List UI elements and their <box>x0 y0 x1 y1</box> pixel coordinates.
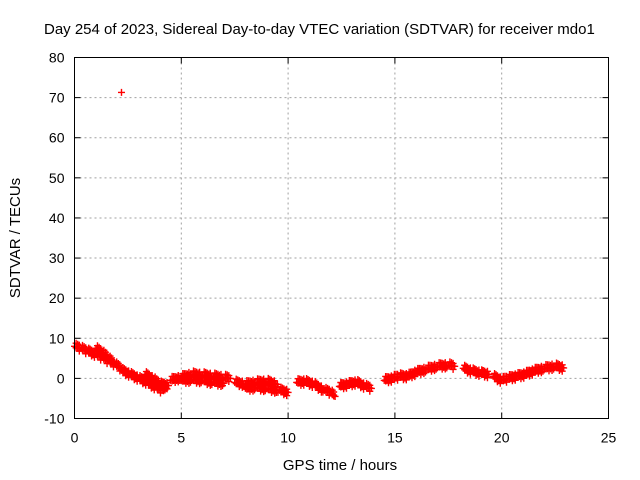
data-point <box>367 384 375 392</box>
data-point <box>366 381 374 389</box>
data-point <box>74 340 82 348</box>
data-point <box>317 382 325 390</box>
x-tick-label: 25 <box>601 430 617 446</box>
chart-title: Day 254 of 2023, Sidereal Day-to-day VTE… <box>44 21 595 38</box>
data-point <box>108 354 116 362</box>
data-point <box>185 379 193 387</box>
data-point <box>283 392 291 400</box>
data-point <box>420 370 428 378</box>
data-point <box>97 345 105 353</box>
x-tick-label: 5 <box>177 430 185 446</box>
data-point <box>449 365 457 373</box>
y-tick-label: 60 <box>49 130 65 146</box>
x-axis-label: GPS time / hours <box>283 457 397 474</box>
data-point <box>80 343 88 351</box>
ticks-layer: -10 0 10 20 30 40 50 60 70 80 0 5 10 15 20 25 <box>44 50 616 446</box>
data-point <box>558 361 566 369</box>
data-points <box>71 88 568 400</box>
data-point <box>260 388 268 396</box>
data-point <box>330 388 338 396</box>
y-tick-label: 0 <box>57 370 65 386</box>
data-point <box>331 392 339 400</box>
data-point <box>95 343 103 351</box>
x-tick-label: 20 <box>494 430 510 446</box>
data-point <box>483 374 491 382</box>
data-point <box>164 382 172 390</box>
y-tick-label: 30 <box>49 250 65 266</box>
data-point <box>560 364 568 372</box>
data-point <box>411 373 419 381</box>
data-point <box>558 367 566 375</box>
y-tick-label: 80 <box>49 50 65 66</box>
plot-frame <box>74 57 609 419</box>
data-point <box>196 380 204 388</box>
data-point <box>324 384 332 392</box>
x-tick-label: 15 <box>387 430 403 446</box>
y-axis-label: SDTVAR / TECUs <box>7 178 24 298</box>
data-point <box>483 367 491 375</box>
data-point <box>485 370 493 378</box>
data-point <box>364 380 372 388</box>
grid-layer <box>74 57 609 419</box>
y-tick-label: 50 <box>49 170 65 186</box>
data-point <box>109 358 117 366</box>
data-point <box>270 377 278 385</box>
data-point <box>548 366 556 374</box>
data-point <box>441 365 449 373</box>
outlier-point <box>117 88 125 96</box>
data-point <box>163 379 171 387</box>
y-tick-label: 20 <box>49 290 65 306</box>
data-point <box>537 369 545 377</box>
data-point <box>283 385 291 393</box>
data-point <box>284 388 292 396</box>
y-tick-label: -10 <box>44 411 64 427</box>
data-point <box>163 385 171 393</box>
x-tick-label: 10 <box>280 430 296 446</box>
y-tick-label: 70 <box>49 90 65 106</box>
y-tick-label: 10 <box>49 330 65 346</box>
data-point <box>249 387 257 395</box>
data-point <box>225 378 233 386</box>
data-point <box>431 367 439 375</box>
data-point <box>448 359 456 367</box>
data-point <box>217 382 225 390</box>
x-tick-label: 0 <box>71 430 79 446</box>
data-point <box>114 359 122 367</box>
data-point <box>451 362 459 370</box>
y-tick-label: 40 <box>49 210 65 226</box>
data-point <box>220 379 228 387</box>
data-point <box>226 374 234 382</box>
